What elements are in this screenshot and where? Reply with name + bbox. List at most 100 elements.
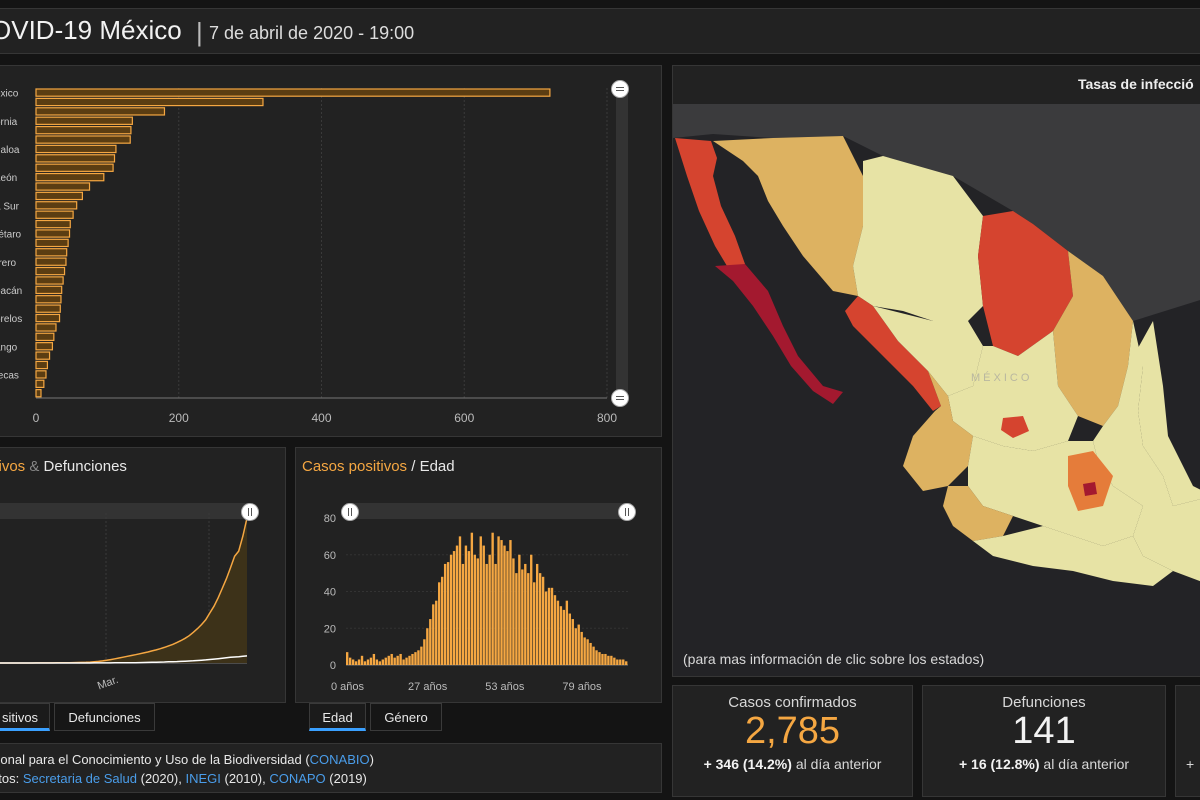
age-bar[interactable]: [384, 657, 387, 665]
age-bar[interactable]: [393, 657, 396, 665]
state-nuevo-leon-tamaulipas[interactable]: [1053, 251, 1133, 426]
age-bar[interactable]: [491, 532, 494, 665]
state-jalisco[interactable]: [903, 371, 973, 491]
age-bar[interactable]: [387, 655, 390, 665]
state-bar[interactable]: [35, 370, 47, 379]
state-baja-california[interactable]: [675, 138, 745, 276]
mexico-map[interactable]: Tasas de infecció: [673, 66, 1200, 677]
age-bar[interactable]: [559, 606, 563, 665]
age-bar[interactable]: [455, 545, 459, 665]
salud-link[interactable]: Secretaria de Salud: [22, 771, 137, 786]
age-bar[interactable]: [527, 573, 530, 665]
age-bar[interactable]: [568, 613, 571, 665]
scroll-bottom-handle[interactable]: [611, 389, 629, 407]
state-bar[interactable]: [35, 135, 131, 144]
age-bar[interactable]: [381, 659, 384, 665]
age-bar[interactable]: [390, 653, 393, 665]
state-bar[interactable]: [35, 116, 133, 125]
tab-defunciones[interactable]: Defunciones: [54, 703, 155, 731]
positives-deaths-chart[interactable]: Mar.: [0, 448, 286, 703]
age-bar[interactable]: [488, 554, 491, 665]
age-bar[interactable]: [485, 563, 488, 665]
state-sinaloa[interactable]: [845, 296, 941, 411]
age-bar[interactable]: [518, 554, 521, 665]
state-aguascalientes[interactable]: [1001, 416, 1029, 438]
state-bar[interactable]: [35, 360, 49, 370]
inegi-link[interactable]: INEGI: [185, 771, 221, 786]
age-bar[interactable]: [408, 655, 411, 665]
state-bar[interactable]: [35, 257, 67, 266]
age-bar[interactable]: [396, 655, 399, 665]
age-bar[interactable]: [613, 657, 616, 665]
tab-positivos[interactable]: sitivos: [0, 703, 50, 731]
state-bar[interactable]: [35, 229, 71, 238]
state-bar[interactable]: [35, 97, 264, 107]
age-bar[interactable]: [411, 653, 414, 665]
age-bar[interactable]: [402, 659, 405, 665]
state-gulf-coast[interactable]: [1128, 321, 1200, 506]
state-bar[interactable]: [35, 285, 63, 295]
age-bar[interactable]: [619, 659, 622, 665]
state-bar[interactable]: [35, 342, 54, 351]
state-zacatecas-slp[interactable]: [948, 331, 1078, 451]
age-bar[interactable]: [414, 652, 417, 665]
conabio-link[interactable]: CONABIO: [309, 752, 370, 767]
age-bar[interactable]: [592, 646, 595, 665]
age-bar[interactable]: [589, 642, 592, 665]
age-bar[interactable]: [399, 653, 402, 665]
age-bar[interactable]: [366, 659, 370, 665]
age-bar[interactable]: [601, 653, 604, 665]
state-bar[interactable]: [35, 276, 64, 285]
deaths-line[interactable]: [0, 655, 248, 664]
age-bar[interactable]: [622, 659, 625, 665]
age-bar[interactable]: [521, 569, 524, 665]
age-bar[interactable]: [360, 655, 364, 665]
age-bar[interactable]: [467, 551, 471, 665]
age-bar[interactable]: [348, 657, 352, 665]
age-range-left-handle[interactable]: [341, 503, 359, 521]
age-bar[interactable]: [598, 652, 601, 665]
age-bar[interactable]: [464, 545, 468, 665]
age-bar[interactable]: [616, 659, 619, 665]
age-bar[interactable]: [571, 619, 574, 665]
time-range-handle[interactable]: [241, 503, 259, 521]
age-bar[interactable]: [458, 536, 462, 665]
state-guerrero-oaxaca[interactable]: [973, 526, 1173, 586]
state-bar[interactable]: [35, 191, 83, 201]
conapo-link[interactable]: CONAPO: [269, 771, 326, 786]
age-bar[interactable]: [553, 595, 557, 665]
age-bar[interactable]: [535, 563, 539, 665]
age-bar[interactable]: [494, 563, 497, 665]
age-bar[interactable]: [470, 532, 474, 665]
state-bar[interactable]: [35, 313, 61, 323]
age-bar[interactable]: [452, 551, 456, 665]
age-bar[interactable]: [354, 661, 358, 665]
age-bar[interactable]: [550, 587, 554, 665]
age-bar[interactable]: [509, 540, 512, 665]
age-bar[interactable]: [497, 536, 500, 665]
age-bar[interactable]: [586, 639, 589, 665]
state-bar[interactable]: [35, 295, 62, 304]
age-bar[interactable]: [583, 637, 586, 665]
age-bar[interactable]: [363, 661, 367, 665]
state-bar[interactable]: [35, 332, 55, 342]
state-cdmx[interactable]: [1083, 482, 1097, 496]
age-bar[interactable]: [574, 628, 577, 665]
age-bar[interactable]: [417, 650, 420, 665]
age-bar[interactable]: [604, 653, 607, 665]
age-bar[interactable]: [435, 600, 438, 665]
state-bar[interactable]: [35, 379, 45, 389]
state-durango[interactable]: [873, 306, 983, 396]
age-bar[interactable]: [429, 619, 432, 665]
state-coahuila[interactable]: [978, 211, 1073, 356]
age-slider-track[interactable]: [346, 503, 631, 519]
state-chiapas[interactable]: [1133, 496, 1200, 586]
age-bar[interactable]: [538, 573, 542, 665]
age-range-right-handle[interactable]: [618, 503, 636, 521]
age-bar[interactable]: [446, 562, 450, 665]
cases-by-age-chart[interactable]: 0 20 40 60 80 0 años 27 años 53 años 79 años: [296, 448, 662, 703]
age-bar[interactable]: [500, 540, 503, 665]
state-chihuahua[interactable]: [853, 156, 983, 321]
age-bar[interactable]: [420, 646, 423, 665]
